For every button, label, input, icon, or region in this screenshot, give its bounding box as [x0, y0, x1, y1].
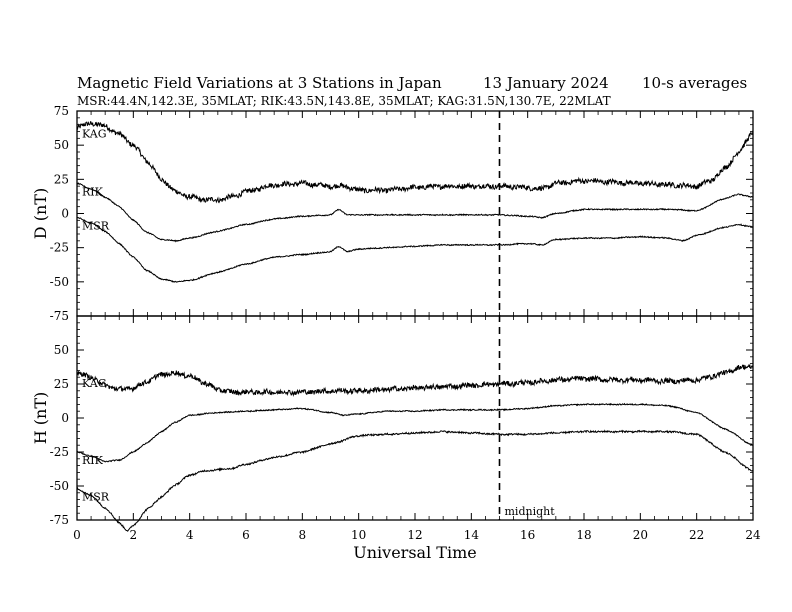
x-tick-label: 10: [351, 528, 366, 542]
series-label-msr: MSR: [82, 491, 110, 504]
y-tick-label: 0: [61, 411, 69, 425]
y-tick-label: -25: [50, 241, 69, 255]
y-tick-label: -50: [50, 479, 69, 493]
x-tick-label: 6: [242, 528, 250, 542]
plot-frame: [76, 315, 754, 521]
series-label-msr: MSR: [82, 220, 110, 233]
y-axis-label: H (nT): [31, 392, 50, 445]
midnight-label: midnight: [505, 505, 556, 518]
y-tick-label: 0: [61, 207, 69, 221]
chart-title: Magnetic Field Variations at 3 Stations …: [77, 74, 442, 92]
x-tick-label: 0: [73, 528, 81, 542]
d-panel: -75 -50 -25 0 25 50 75 D (nT) KAG RIK MSR: [31, 104, 754, 323]
series-line-msr: [76, 217, 754, 283]
x-tick-label: 14: [464, 528, 480, 542]
y-tick-label: 75: [54, 104, 69, 118]
x-tick-label: 2: [130, 528, 138, 542]
y-tick-label: -25: [50, 445, 69, 459]
y-tick-label: 25: [54, 377, 69, 391]
series-line-rik: [76, 182, 754, 243]
x-tick-label: 8: [299, 528, 307, 542]
x-tick-label: 4: [186, 528, 194, 542]
chart-date: 13 January 2024: [483, 74, 609, 92]
series-line-rik: [76, 402, 754, 463]
series-line-kag: [76, 363, 754, 397]
y-tick-label: -50: [50, 275, 69, 289]
y-tick-label: 50: [54, 343, 69, 357]
series-label-rik: RIK: [82, 454, 104, 467]
x-tick-label: 16: [520, 528, 535, 542]
series-label-kag: KAG: [82, 127, 107, 140]
x-tick-label: 22: [689, 528, 704, 542]
series-line-msr: [76, 429, 754, 532]
x-axis-label: Universal Time: [353, 543, 476, 562]
x-tick-label: 12: [407, 528, 422, 542]
series-label-rik: RIK: [82, 185, 104, 198]
series-line-kag: [76, 121, 754, 204]
y-axis-label: D (nT): [31, 188, 50, 239]
x-tick-label: 24: [745, 528, 761, 542]
midnight-annotation: midnight: [498, 111, 556, 520]
x-tick-label: 20: [633, 528, 648, 542]
stations-info: MSR:44.4N,142.3E, 35MLAT; RIK:43.5N,143.…: [77, 94, 611, 108]
y-tick-label: 25: [54, 172, 69, 186]
chart-averaging: 10-s averages: [642, 74, 747, 92]
series-label-kag: KAG: [82, 377, 107, 390]
y-tick-label: -75: [50, 309, 69, 323]
y-tick-label: -75: [50, 513, 69, 527]
plot-frame: [76, 110, 754, 317]
x-tick-label: 18: [576, 528, 591, 542]
y-tick-label: 50: [54, 138, 69, 152]
